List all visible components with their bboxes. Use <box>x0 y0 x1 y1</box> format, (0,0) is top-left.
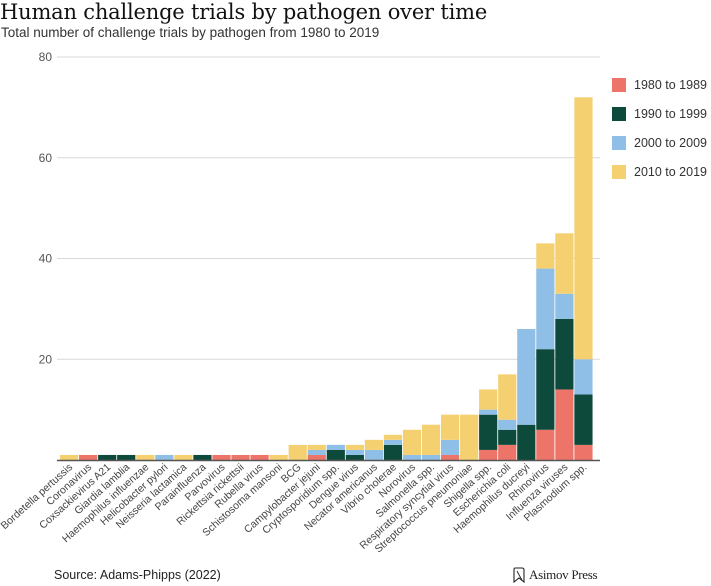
bar-segment <box>250 454 269 460</box>
bar-segment <box>498 419 517 430</box>
legend-item: 1980 to 1989 <box>612 76 707 94</box>
bar-segment <box>421 424 441 455</box>
bar-segment <box>536 349 555 430</box>
legend-label: 1980 to 1989 <box>634 78 707 92</box>
bar-segment <box>269 454 288 460</box>
legend-label: 2000 to 2009 <box>634 136 707 150</box>
legend-item: 2010 to 2019 <box>612 163 707 181</box>
bar-segment <box>441 454 460 460</box>
bar-segment <box>364 439 383 450</box>
chart-subtitle: Total number of challenge trials by path… <box>1 25 380 40</box>
bar-segment <box>555 389 574 460</box>
bar-segment <box>364 449 383 460</box>
y-tick-label: 20 <box>39 352 53 366</box>
bar-segment <box>498 429 517 445</box>
bar-segment <box>402 429 422 455</box>
y-tick-label: 40 <box>39 252 53 266</box>
bar-segment <box>193 454 212 460</box>
bar-segment <box>98 454 117 460</box>
bar-segment <box>212 454 231 460</box>
bar-segment <box>288 444 307 460</box>
bar-segment <box>117 454 136 460</box>
bar-segment <box>574 444 593 460</box>
bars <box>60 97 593 460</box>
bar-segment <box>345 444 364 450</box>
bar-segment <box>479 449 498 460</box>
bar-segment <box>79 454 98 460</box>
legend-swatch <box>612 107 626 121</box>
bookmark-logo-icon <box>513 567 525 583</box>
bar-segment <box>574 394 593 445</box>
bar-segment <box>517 329 536 425</box>
legend: 1980 to 1989 1990 to 1999 2000 to 2009 2… <box>612 76 707 192</box>
bar-segment <box>231 454 250 460</box>
bar-segment <box>307 454 326 460</box>
legend-item: 1990 to 1999 <box>612 105 707 123</box>
bar-segment <box>517 424 536 460</box>
x-axis-labels: Bordetella pertussisCoronavirusCoxsackie… <box>0 461 589 555</box>
bar-segment <box>498 444 517 460</box>
chart-title: Human challenge trials by pathogen over … <box>0 0 488 24</box>
bar-segment <box>460 414 479 460</box>
bar-segment <box>555 318 574 390</box>
bar-segment <box>479 389 498 410</box>
bar-segment <box>441 414 460 440</box>
bar-segment <box>555 233 574 294</box>
bar-segment <box>307 444 326 450</box>
bar-segment <box>555 293 574 319</box>
legend-item: 2000 to 2009 <box>612 134 707 152</box>
bar-segment <box>574 97 593 360</box>
bar-segment <box>174 454 193 460</box>
bar-segment <box>536 429 555 460</box>
bar-segment <box>136 454 155 460</box>
bar-segment <box>479 409 498 415</box>
y-tick-label: 60 <box>39 151 53 165</box>
bar-segment <box>479 414 498 450</box>
gridlines <box>57 56 600 360</box>
bar-segment <box>421 454 441 460</box>
bar-segment <box>345 449 364 455</box>
bar-segment <box>402 454 422 460</box>
bar-segment <box>60 454 79 460</box>
bar-segment <box>326 444 345 450</box>
bar-segment <box>536 243 555 269</box>
legend-label: 1990 to 1999 <box>634 107 707 121</box>
bar-segment <box>326 449 345 460</box>
bar-segment <box>307 449 326 455</box>
brand-logo: Asimov Press <box>513 567 598 583</box>
bar-segment <box>536 268 555 350</box>
bar-segment <box>383 434 403 440</box>
y-tick-label: 80 <box>39 50 53 64</box>
bar-segment <box>345 454 364 460</box>
legend-swatch <box>612 136 626 150</box>
source-note: Source: Adams-Phipps (2022) <box>54 568 221 582</box>
y-axis-ticks: 20 40 60 80 <box>39 50 53 366</box>
bar-segment <box>441 439 460 455</box>
bar-segment <box>155 454 174 460</box>
legend-swatch <box>612 78 626 92</box>
bar-segment <box>383 439 403 445</box>
brand-name: Asimov Press <box>529 567 598 582</box>
legend-swatch <box>612 165 626 179</box>
bar-segment <box>498 374 517 420</box>
legend-label: 2010 to 2019 <box>634 165 707 179</box>
bar-segment <box>574 359 593 395</box>
bar-segment <box>383 444 403 460</box>
